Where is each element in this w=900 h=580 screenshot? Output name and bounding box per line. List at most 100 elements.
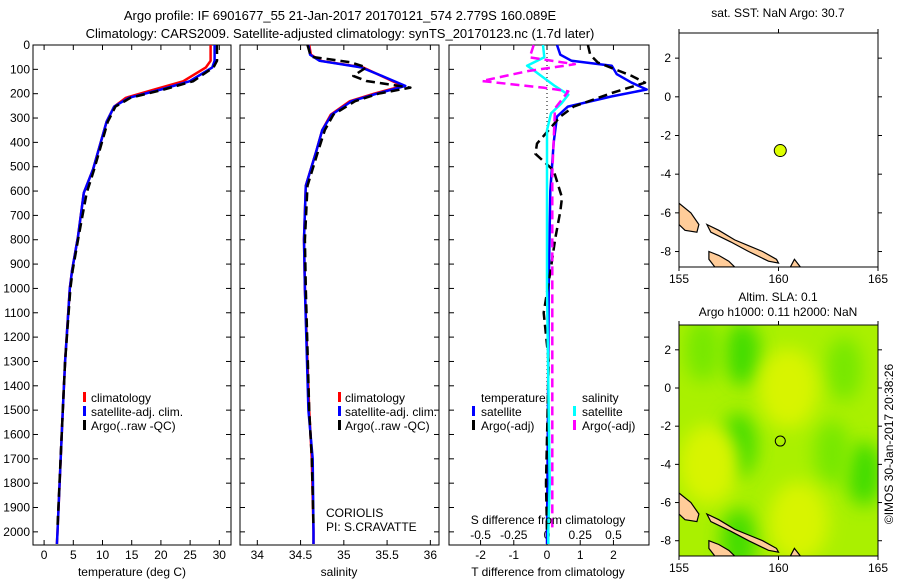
series-line-argo-raw-qc- [56, 45, 219, 528]
title-line-2: Climatology: CARS2009. Satellite-adjuste… [86, 26, 595, 41]
x-tick-label: 0 [544, 548, 551, 562]
series-line-s-satellite [525, 44, 570, 544]
legend-label: satellite [582, 405, 623, 419]
title-line-1: Argo profile: IF 6901677_55 21-Jan-2017 … [124, 8, 557, 23]
y-tick-label: 1000 [3, 281, 30, 295]
y-tick-label: 1200 [3, 330, 30, 344]
temperature-xlabel: temperature (deg C) [78, 565, 186, 579]
series-line-satellite-adj-clim- [302, 44, 407, 544]
x-tick-label: 34 [251, 548, 265, 562]
legend-swatch-t-argo [472, 420, 475, 430]
lat-tick-label: 2 [664, 343, 671, 357]
lon-tick-label: 165 [868, 272, 888, 286]
y-tick-label: 600 [10, 184, 30, 198]
salinity-panel: 34 34.5 35 35.5 36 [239, 44, 440, 562]
lat-tick-label: 2 [664, 51, 671, 65]
y-tick-label: 700 [10, 208, 30, 222]
lat-tick-label: -4 [660, 457, 671, 471]
series-line-t-argo-adj- [534, 44, 647, 532]
sla-map: 155 160 165 2 0 -2 -4 -6 -8 [660, 321, 888, 575]
sla-map-title-1: Altim. SLA: 0.1 [738, 290, 818, 304]
x-tick-label: 10 [96, 548, 110, 562]
legend-label: Argo(-adj) [481, 419, 534, 433]
legend-swatch-argo [338, 420, 341, 430]
lat-tick-label: -6 [660, 496, 671, 510]
x2-tick-label: 0.5 [605, 528, 622, 542]
lon-tick-label: 155 [669, 272, 689, 286]
legend-swatch-s-satellite [573, 406, 576, 416]
argo-float-marker [773, 144, 787, 158]
sla-anomaly-blob [679, 424, 739, 505]
salinity-xlabel: salinity [321, 565, 358, 579]
land-polygon [679, 492, 700, 523]
legend-label: satellite-adj. clim. [91, 405, 183, 419]
x-tick-label: 5 [70, 548, 77, 562]
y-tick-label: 1600 [3, 427, 30, 441]
y-tick-label: 300 [10, 111, 30, 125]
sst-map: 155 160 165 2 0 -2 -4 -6 -8 [660, 29, 888, 286]
lat-tick-label: 0 [664, 90, 671, 104]
legend-label: climatology [91, 391, 151, 405]
x2-tick-label: -0.25 [500, 528, 528, 542]
legend-label: Argo(-adj) [582, 419, 635, 433]
argo-float-marker [774, 435, 786, 447]
x2-tick-label: -0.5 [470, 528, 491, 542]
plot-frame [32, 44, 232, 546]
y-tick-label: 0 [23, 38, 30, 52]
legend-swatch-satellite [338, 406, 341, 416]
legend-label: satellite-adj. clim. [345, 405, 437, 419]
x-tick-label: 1 [577, 548, 584, 562]
lon-tick-label: 165 [868, 561, 888, 575]
x-tick-label: 0 [41, 548, 48, 562]
land-polygon [679, 202, 700, 233]
legend-label: satellite [481, 405, 522, 419]
series-line-s-argo-adj- [480, 44, 577, 532]
x-tick-label: 34.5 [289, 548, 313, 562]
legend-label: climatology [345, 391, 405, 405]
map-content [679, 144, 802, 267]
temperature-panel: 0 5 10 15 20 25 300100200300400500600700800900… [3, 38, 232, 562]
map-content [679, 325, 878, 556]
land-polygon [789, 547, 802, 556]
salinity-legend: climatology satellite-adj. clim. Argo(..… [326, 391, 437, 534]
x2-tick-label: 0.25 [569, 528, 593, 542]
sla-anomaly-blob [846, 441, 878, 506]
y-tick-label: 200 [10, 87, 30, 101]
pi-label: PI: S.CRAVATTE [326, 520, 417, 534]
lon-tick-label: 155 [669, 561, 689, 575]
sla-anomaly-blob [826, 336, 863, 401]
sla-anomaly-blob [684, 325, 721, 382]
x-tick-label: 2 [610, 548, 617, 562]
series-line-climatology [302, 44, 404, 544]
x-tick-label: -1 [508, 548, 519, 562]
series-line-satellite-adj-clim- [55, 45, 216, 545]
legend-swatch-t-satellite [472, 406, 475, 416]
land-polygon [705, 512, 780, 554]
lon-tick-label: 160 [768, 561, 788, 575]
y-tick-label: 1800 [3, 476, 30, 490]
y-tick-label: 900 [10, 257, 30, 271]
data-centre-label: CORIOLIS [326, 506, 383, 520]
legend-swatch-climatology [83, 392, 86, 402]
lat-tick-label: -2 [660, 128, 671, 142]
imos-credit: ©IMOS 30-Jan-2017 20:38:26 [882, 364, 896, 525]
x-tick-label: -2 [475, 548, 486, 562]
lat-tick-label: 0 [664, 381, 671, 395]
x-tick-label: 25 [183, 548, 197, 562]
x-tick-label: 20 [154, 548, 168, 562]
sla-anomaly-blob [724, 325, 761, 386]
legend-swatch-climatology [338, 392, 341, 402]
legend-swatch-argo [83, 420, 86, 430]
lat-tick-label: -2 [660, 419, 671, 433]
y-tick-label: 400 [10, 135, 30, 149]
x-tick-label: 35 [337, 548, 351, 562]
y-tick-label: 800 [10, 233, 30, 247]
land-polygon [705, 223, 780, 264]
y-tick-label: 1700 [3, 452, 30, 466]
sdiff-xlabel: S difference from climatology [471, 513, 626, 527]
tdiff-xlabel: T difference from climatology [471, 565, 625, 579]
lat-tick-label: -8 [660, 245, 671, 259]
sla-anomaly-blob [758, 348, 819, 428]
legend-header-temperature: temperature [481, 391, 546, 405]
